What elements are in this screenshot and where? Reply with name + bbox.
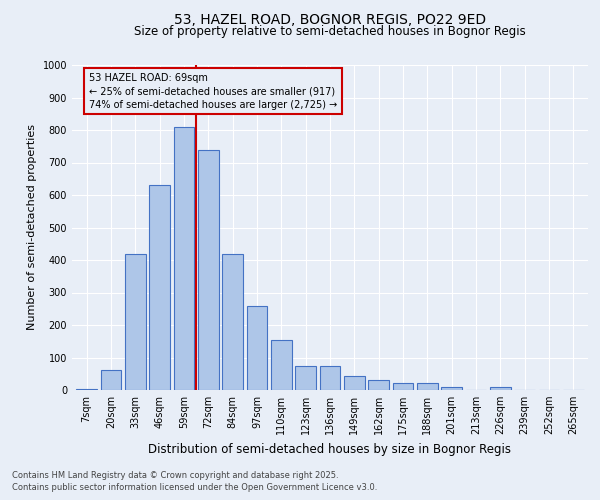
Bar — [344, 376, 365, 390]
Text: 53 HAZEL ROAD: 69sqm
← 25% of semi-detached houses are smaller (917)
74% of semi: 53 HAZEL ROAD: 69sqm ← 25% of semi-detac… — [89, 73, 337, 110]
Bar — [101, 370, 121, 390]
Bar — [173, 126, 194, 390]
Bar — [247, 306, 268, 390]
Bar — [149, 185, 170, 390]
Bar — [271, 340, 292, 390]
Bar — [295, 366, 316, 390]
Bar — [320, 366, 340, 390]
Text: Size of property relative to semi-detached houses in Bognor Regis: Size of property relative to semi-detach… — [134, 25, 526, 38]
Text: 53, HAZEL ROAD, BOGNOR REGIS, PO22 9ED: 53, HAZEL ROAD, BOGNOR REGIS, PO22 9ED — [174, 12, 486, 26]
Bar — [442, 387, 462, 390]
Bar — [125, 254, 146, 390]
Bar — [417, 383, 438, 390]
Bar — [222, 254, 243, 390]
Bar — [490, 388, 511, 390]
Text: Contains HM Land Registry data © Crown copyright and database right 2025.: Contains HM Land Registry data © Crown c… — [12, 471, 338, 480]
X-axis label: Distribution of semi-detached houses by size in Bognor Regis: Distribution of semi-detached houses by … — [149, 442, 511, 456]
Bar — [368, 380, 389, 390]
Bar — [198, 150, 218, 390]
Y-axis label: Number of semi-detached properties: Number of semi-detached properties — [27, 124, 37, 330]
Bar — [392, 383, 413, 390]
Text: Contains public sector information licensed under the Open Government Licence v3: Contains public sector information licen… — [12, 484, 377, 492]
